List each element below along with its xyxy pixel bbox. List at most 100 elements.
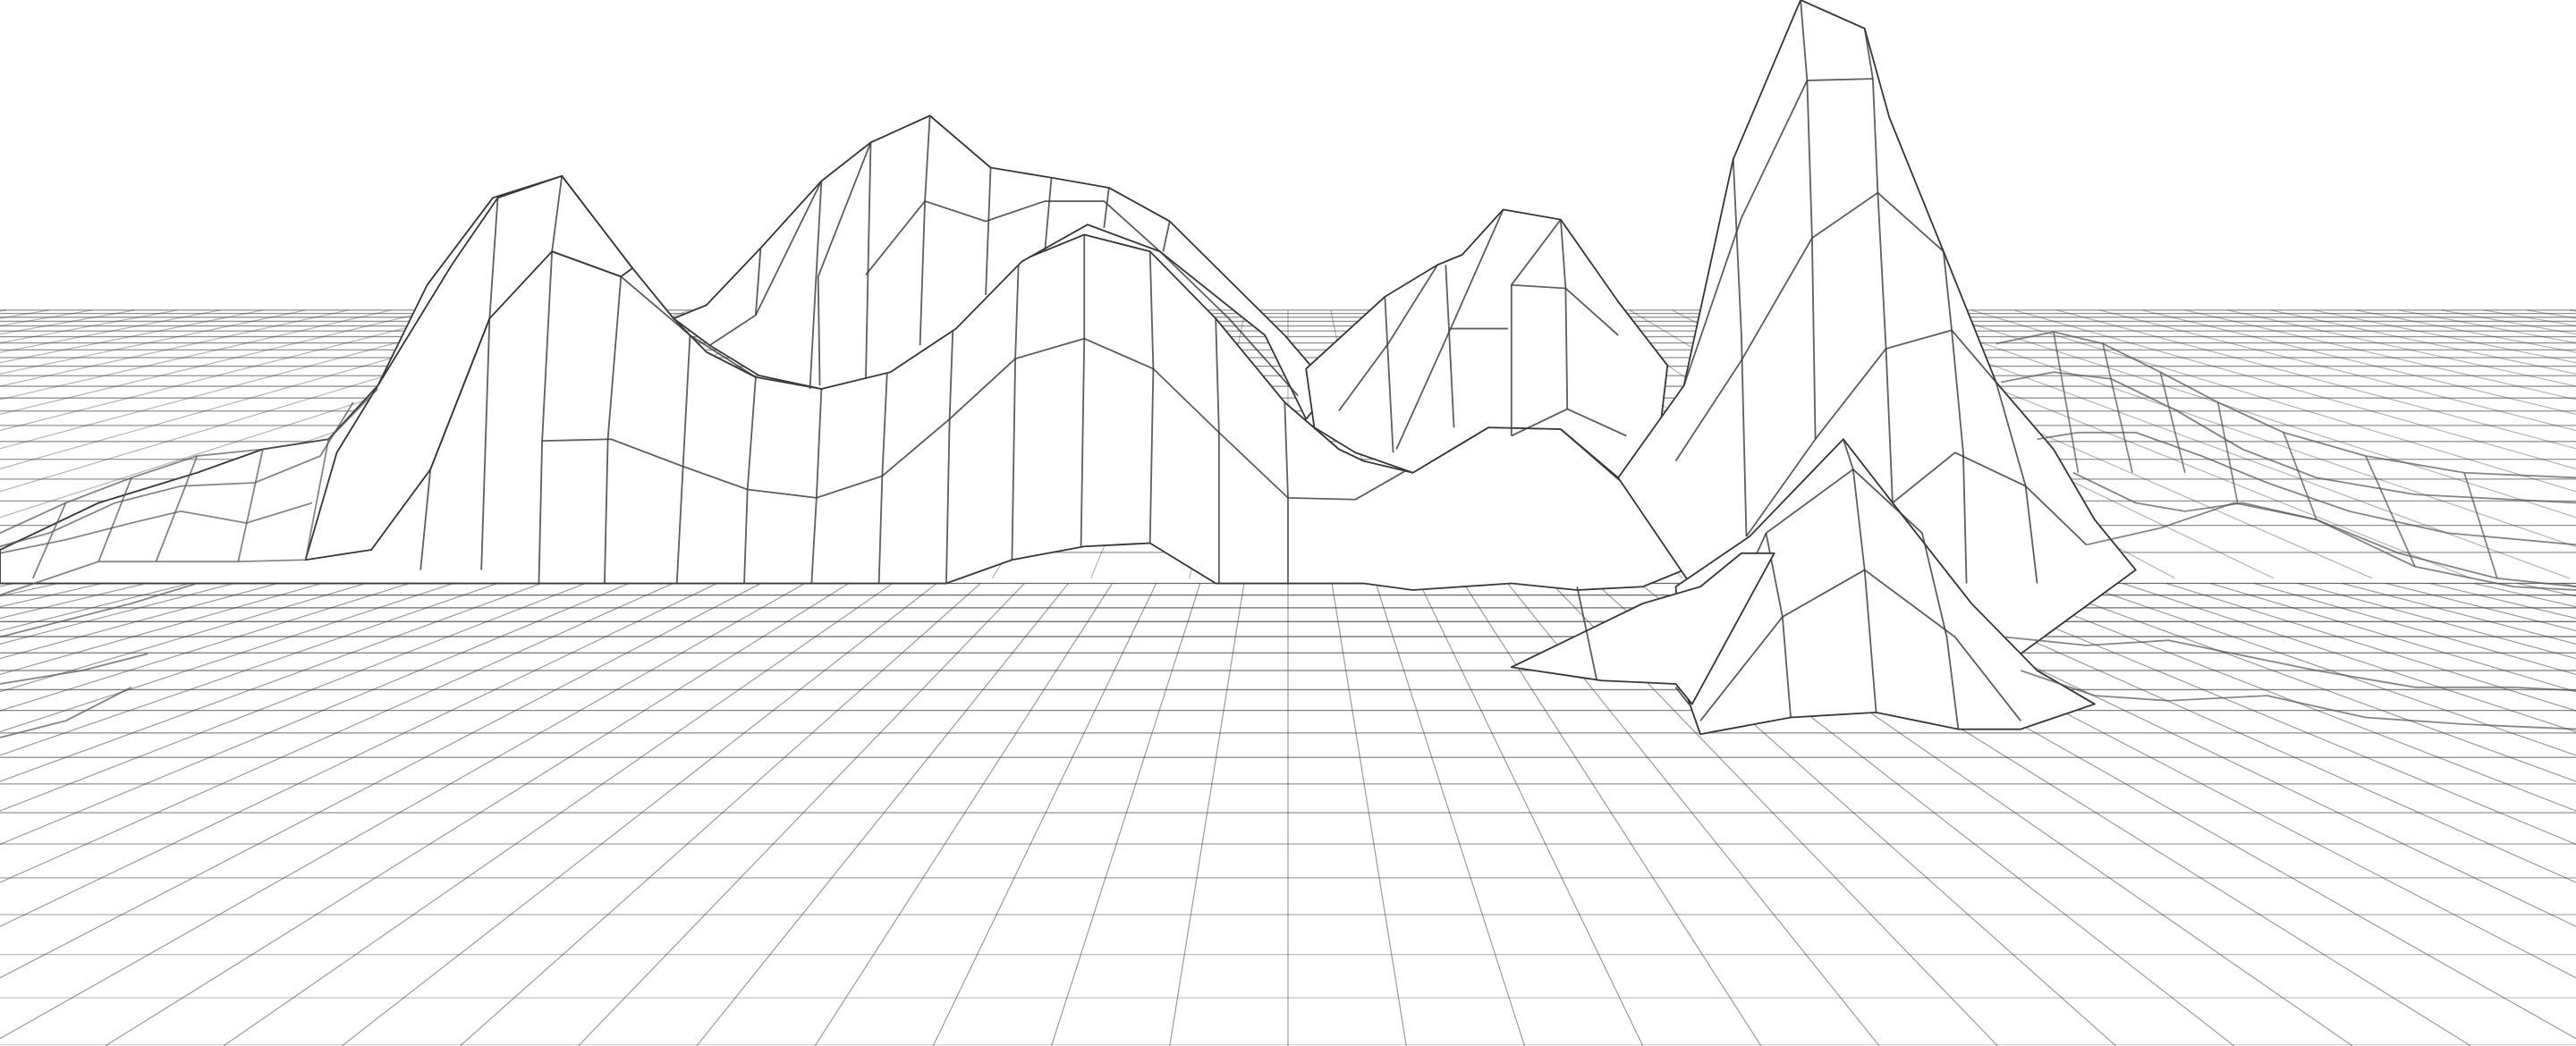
horizon-diagonal [2056,309,2576,450]
left-ridge-line [0,653,148,685]
facet [809,181,823,390]
floor-vertical-line [341,582,937,1046]
horizon-diagonal [0,309,264,364]
facet [1682,80,1809,386]
facet [542,337,1424,501]
floor-vertical-line [0,582,762,979]
right-ridge-facet [2159,372,2186,473]
left-ridge-line [0,559,306,596]
horizon-diagonal [0,309,392,401]
facet [985,167,992,296]
floor-vertical-line [932,583,1157,1046]
facet [1745,329,1997,537]
facet [1284,401,1289,584]
facet [1674,191,1945,462]
floor-vertical-line [1902,582,2576,883]
facet [1699,569,2021,721]
floor-vertical-line [0,582,630,846]
floor-vertical-line [0,582,542,782]
facet [810,388,823,584]
floor-vertical-line [578,583,1025,1046]
horizon-diagonal [0,309,306,375]
right-ridge-line [2037,431,2576,546]
facet [1162,221,1171,252]
floor-vertical-line [1419,583,1644,1046]
left-ridge-line [0,401,354,548]
floor-vertical-line [1462,583,1762,1046]
floor-vertical-line [105,582,850,1046]
floor-vertical-line [2254,582,2576,675]
facet [1942,251,1953,331]
facet [1765,468,1960,730]
floor-vertical-line [2034,582,2576,782]
floor-vertical-line [1169,583,1245,1046]
facet [1576,586,1598,681]
horizon-diagonal [2099,309,2576,432]
left-ridge-facet [155,455,199,562]
floor-vertical-line [459,583,981,1046]
floor-vertical-line [223,582,894,1046]
floor-vertical-line [0,582,322,675]
floor-vertical-line [2122,582,2576,733]
horizon-diagonal [1970,309,2576,493]
left-ridges [0,388,379,738]
facet [1044,177,1053,252]
facet [1148,251,1155,544]
horizon-diagonal [0,309,349,387]
mountain-range [0,0,2576,738]
floor-vertical-line [0,582,806,1040]
facet [1995,382,2038,584]
facet [865,142,872,379]
facet [1732,159,1748,537]
left-ridge-line [0,582,198,638]
right-ridge-line [2086,502,2576,591]
right-ridge-facet [2463,472,2498,579]
floor-vertical-line [2165,582,2576,712]
facet [1080,234,1086,547]
facet [865,200,1299,397]
facet [429,317,491,470]
floor-vertical-line [0,582,411,712]
hill-front [1510,552,1775,705]
peak-middle [673,114,1332,420]
right-ridge-line [2004,636,2576,692]
facet [1215,318,1220,584]
left-ridge-facet [97,477,132,562]
right-ridge-facet [2216,401,2239,503]
floor-vertical-line [1375,583,1526,1046]
facet [755,181,823,316]
facet [877,372,888,584]
facet [1103,187,1110,229]
facet [817,142,872,386]
horizon-diagonal [2227,309,2576,387]
facet [1892,451,2088,546]
right-ridge-line [2072,471,2576,588]
peak-small [1305,208,1669,479]
right-ridge-line [2020,670,2576,730]
floor-grid [0,582,2576,1046]
facet [743,376,757,584]
horizon-diagonal [2312,309,2576,364]
floor-vertical-line [2078,582,2576,756]
facet [1445,265,1455,428]
mountain-main [0,174,1685,591]
horizon-diagonal [1885,309,2576,548]
facet [945,328,954,584]
facet [538,175,564,584]
horizon-diagonal [2270,309,2576,375]
floor-vertical-line [814,583,1114,1046]
floor-vertical-line [696,583,1069,1046]
facet [1511,408,1627,437]
floor-vertical-line [0,582,454,733]
facet [1951,330,1968,584]
left-ridge-facet [237,449,264,562]
horizon-diagonal [2184,309,2576,401]
facet [1807,78,1873,81]
right-ridges [1996,331,2576,730]
left-ridge-line [0,686,132,738]
horizon-diagonal [1928,309,2576,519]
horizon-diagonal [2013,309,2576,470]
floor-vertical-line [0,582,717,928]
facet [1384,296,1394,453]
